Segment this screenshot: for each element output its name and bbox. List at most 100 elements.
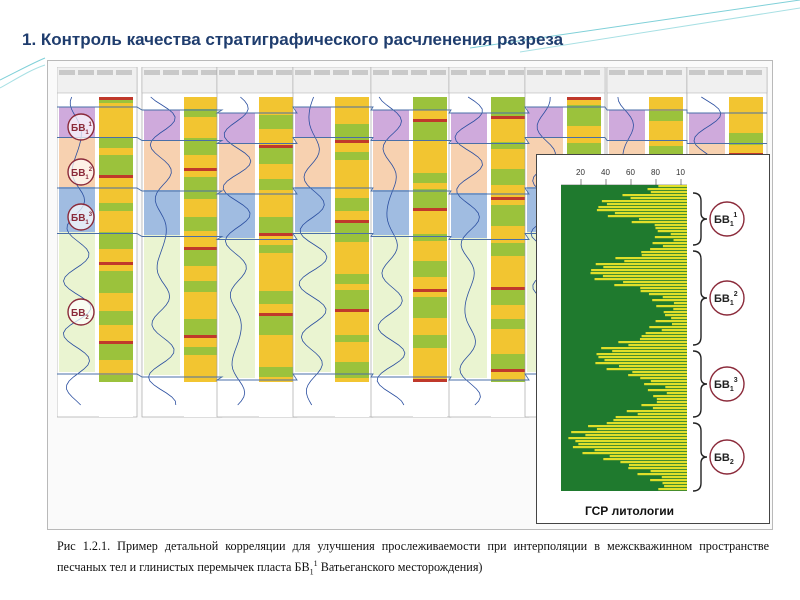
- lithology-bed: [335, 342, 369, 362]
- correlation-line: [57, 137, 767, 144]
- gsr-layer-base: БВ: [714, 293, 730, 305]
- lithology-bed: [413, 208, 447, 223]
- lithology-bed: [99, 191, 133, 203]
- lithology-bed: [649, 97, 683, 111]
- caption-subscript: 1: [309, 567, 314, 577]
- lithology-bed: [99, 325, 133, 335]
- lower-interval: [184, 382, 218, 417]
- gsr-sand-bar: [658, 488, 687, 491]
- layer-marker-base: БВ: [71, 123, 85, 134]
- lithology-clay-band: [335, 220, 369, 223]
- gsr-layer-circle: [709, 280, 745, 316]
- gsr-layer-sub: 1: [730, 221, 734, 228]
- gsr-sand-bar: [632, 371, 687, 374]
- layer-marker-circle: [67, 203, 95, 231]
- gsr-brace: [692, 350, 708, 418]
- lithology-bed: [413, 159, 447, 173]
- header-label-block: [584, 70, 600, 75]
- gsr-sand-bar: [607, 215, 687, 218]
- lithology-bed: [335, 378, 369, 382]
- gsr-layer-sup: 2: [734, 291, 738, 298]
- lithology-bed: [335, 124, 369, 140]
- lithology-bed: [413, 335, 447, 348]
- header-label-block: [314, 70, 330, 75]
- lithology-bed: [491, 265, 525, 287]
- gsr-sand-bar: [644, 383, 687, 386]
- gsr-sand-bar: [624, 260, 687, 263]
- header-label-block: [411, 70, 427, 75]
- layer-marker: БВ2: [67, 298, 95, 326]
- layer-marker: БВ13: [67, 203, 95, 231]
- lithology-bed: [649, 121, 683, 127]
- well-column: [141, 67, 223, 418]
- correlation-line: [57, 106, 767, 114]
- gsr-sand-bar: [656, 398, 687, 401]
- lithology-clay-band: [491, 369, 525, 372]
- lithology-clay-band: [335, 309, 369, 312]
- lithology-bed: [335, 324, 369, 335]
- lithology-clay-band: [491, 197, 525, 200]
- gsr-sand-bar: [637, 473, 687, 476]
- lower-interval: [491, 382, 525, 417]
- gsr-lithology-panel: 20 40 60 80 10 БВ11 БВ12 БВ13 БВ2 ГСР литологии: [536, 154, 770, 524]
- gsr-sand-bar: [606, 368, 687, 371]
- lithology-bed: [99, 148, 133, 155]
- lithology-clay-band: [567, 97, 601, 100]
- header-label-block: [257, 70, 273, 75]
- layer-marker-sub: 1: [85, 220, 89, 226]
- lithology-bed: [99, 375, 133, 382]
- gsr-sand-bar: [601, 200, 687, 203]
- layer-zone: [219, 193, 255, 238]
- gsr-sand-bar: [639, 338, 687, 341]
- lithology-bed: [184, 177, 218, 199]
- lithology-bed: [335, 181, 369, 198]
- layer-zone: [219, 238, 255, 378]
- lithology-bed: [335, 362, 369, 378]
- lithology-bed: [184, 168, 218, 177]
- layer-zone: [295, 107, 331, 137]
- decorative-corner-lines: [0, 0, 800, 89]
- lithology-bed: [413, 357, 447, 379]
- lithology-bed: [729, 133, 763, 145]
- lithology-bed: [491, 354, 525, 369]
- lithology-bed: [729, 145, 763, 153]
- log-curve: [62, 96, 92, 406]
- lithology-bed: [259, 245, 293, 253]
- gsr-layer-circle: [709, 439, 745, 475]
- layer-marker-sup: 2: [89, 167, 93, 173]
- header-label-block: [746, 70, 762, 75]
- well-column: [216, 67, 298, 418]
- gsr-sand-bar: [575, 440, 687, 443]
- gsr-layer-sub: 1: [730, 386, 734, 393]
- lithology-bed: [491, 205, 525, 226]
- gsr-sand-bar: [656, 305, 687, 308]
- gsr-sand-bar: [628, 464, 687, 467]
- header-label-block: [666, 70, 682, 75]
- lithology-bed: [184, 217, 218, 231]
- lithology-bed: [184, 266, 218, 281]
- gsr-sand-bar: [601, 347, 687, 350]
- gsr-sand-bar: [588, 425, 687, 428]
- lithology-bed: [184, 299, 218, 319]
- gsr-sand-bar: [623, 281, 687, 284]
- lithology-bed: [259, 335, 293, 353]
- lithology-bed: [259, 190, 293, 197]
- lithology-clay-band: [99, 341, 133, 344]
- gsr-sand-bar: [671, 323, 687, 326]
- header-label-block: [689, 70, 705, 75]
- gsr-layer-label: БВ12: [714, 291, 738, 307]
- gsr-sand-bar: [603, 458, 687, 461]
- lithology-bed: [335, 284, 369, 290]
- gsr-sand-bar: [637, 413, 687, 416]
- gsr-sand-bar: [673, 302, 687, 305]
- log-curve: [298, 96, 328, 406]
- lithology-bed: [259, 274, 293, 291]
- gsr-sand-bar: [641, 251, 687, 254]
- gsr-layer-marker: БВ1 1: [709, 201, 745, 237]
- header-label-block: [708, 70, 724, 75]
- lithology-bed: [184, 292, 218, 299]
- header-label-block: [78, 70, 94, 75]
- gsr-layer-label: БВ13: [714, 377, 738, 393]
- gsr-sand-bar: [647, 188, 687, 191]
